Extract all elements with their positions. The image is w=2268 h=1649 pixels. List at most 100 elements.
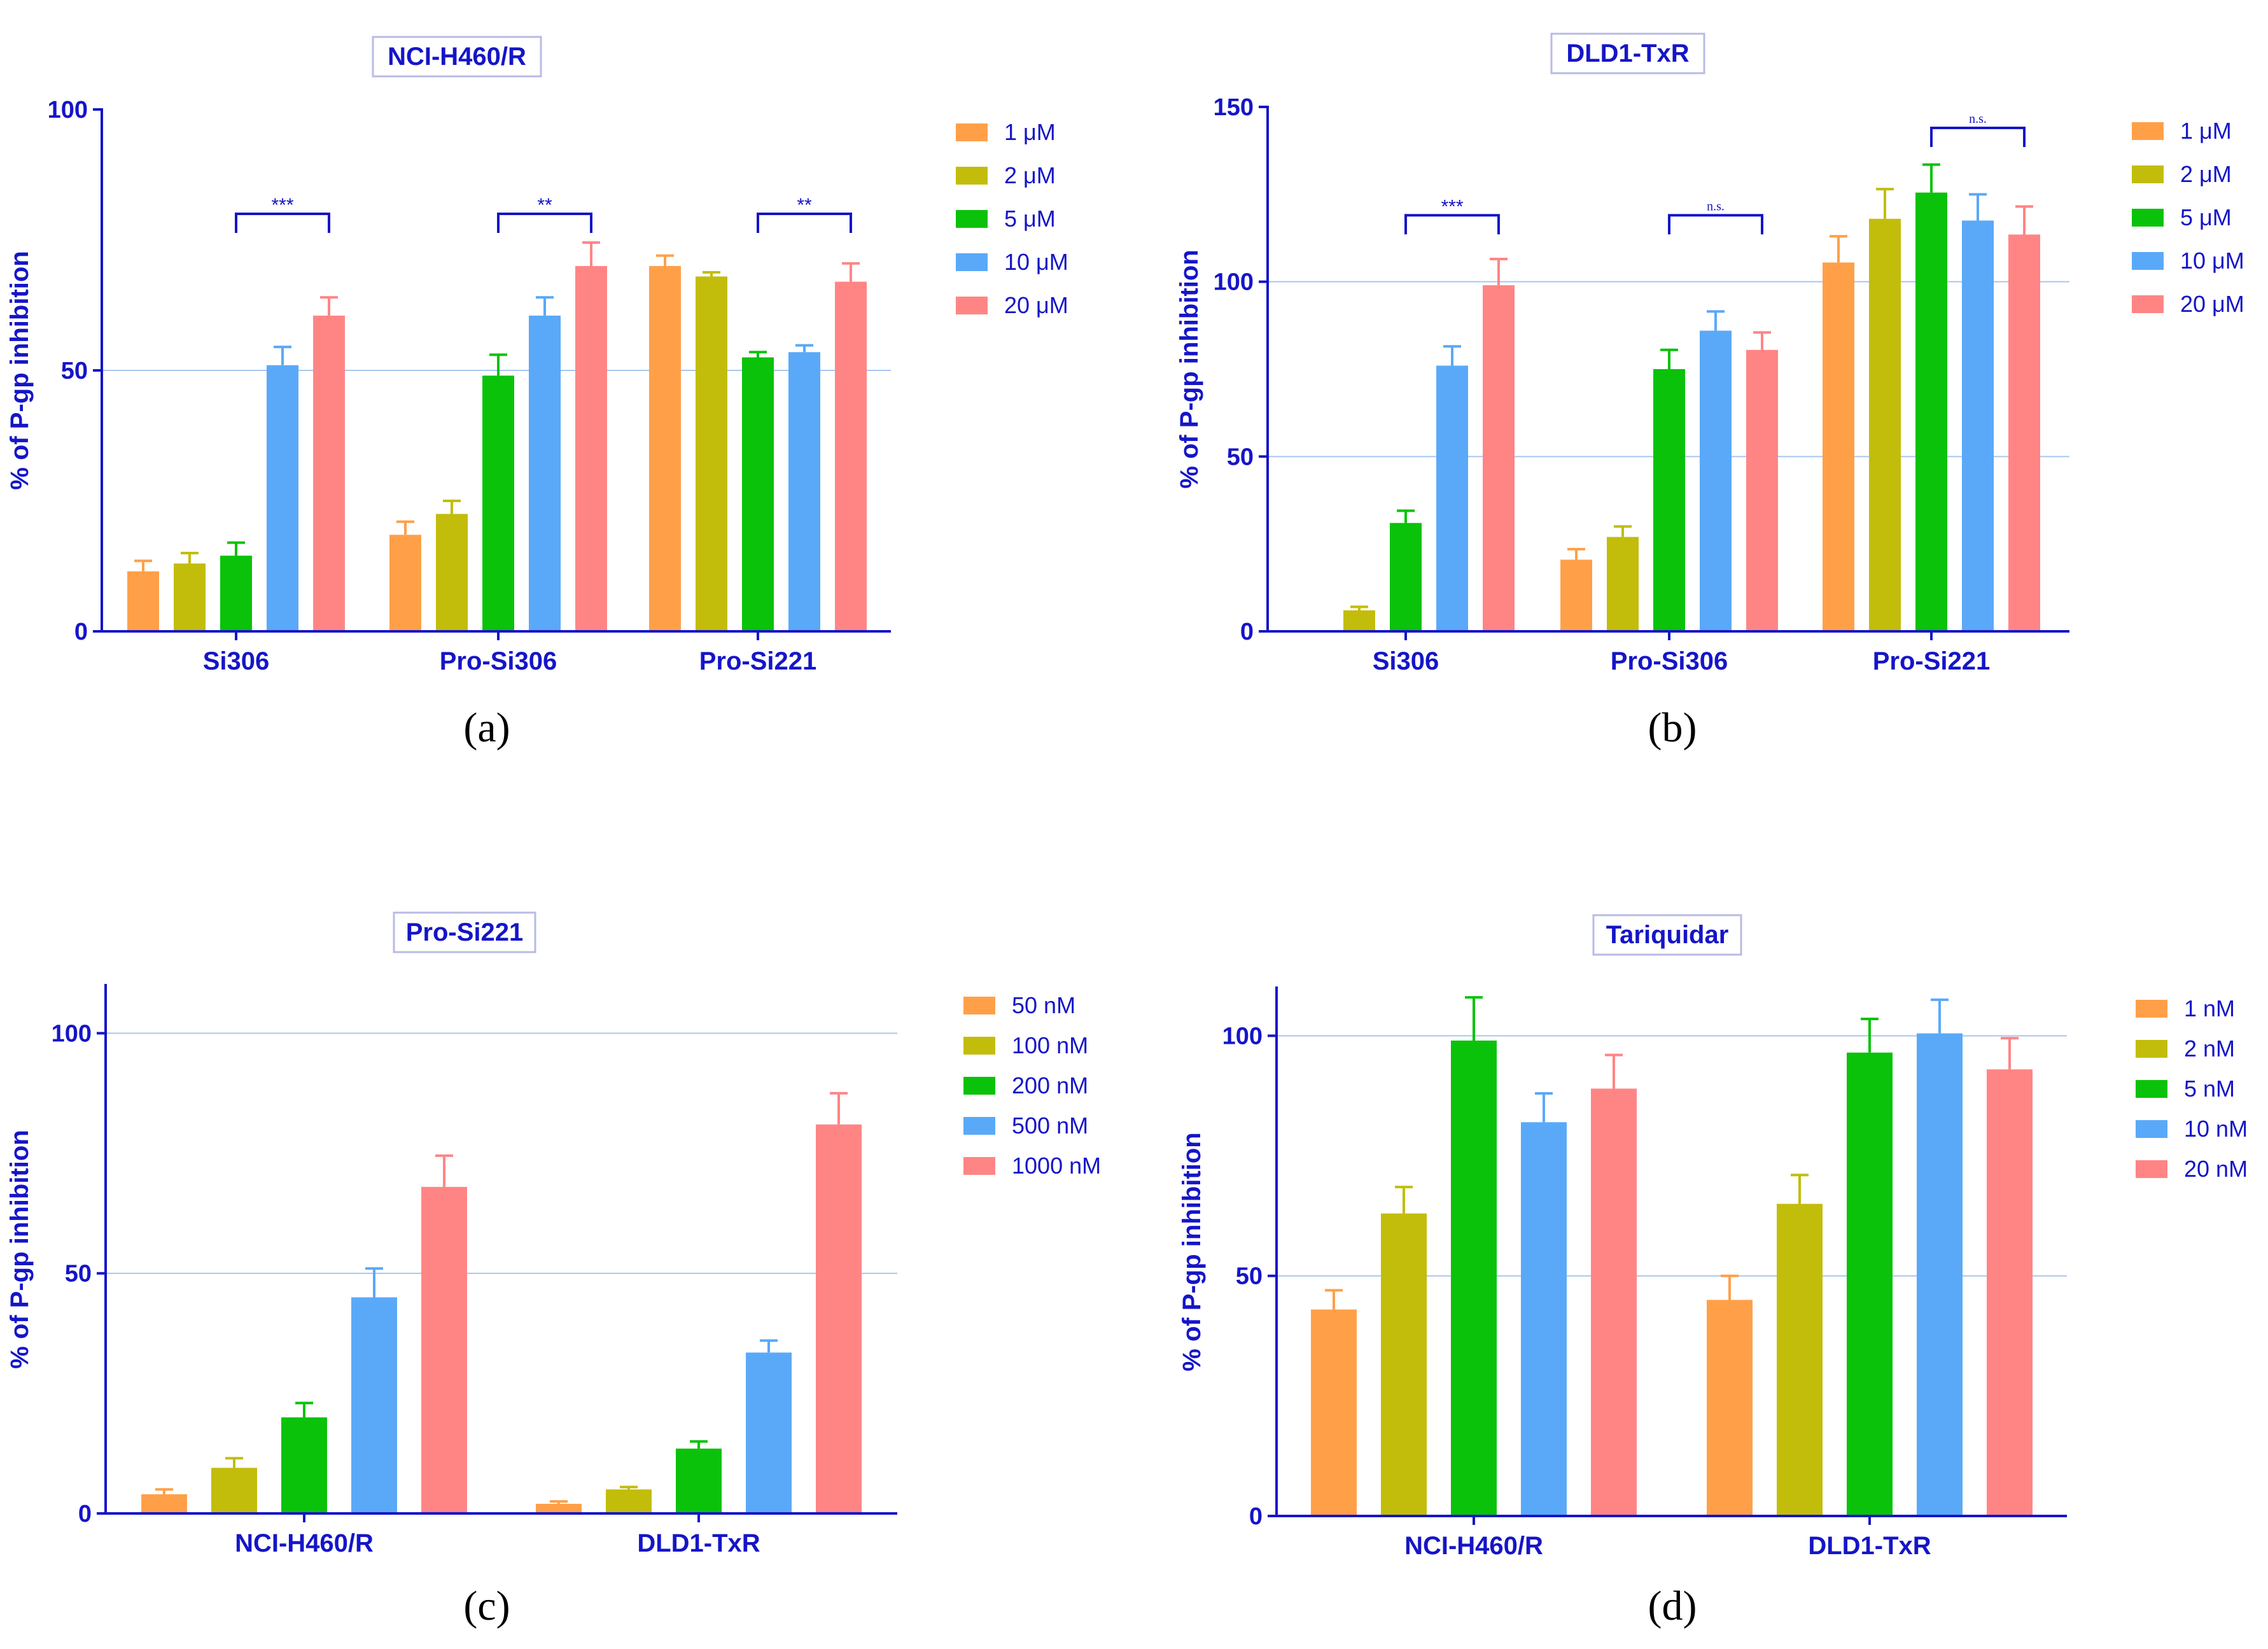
bar (1869, 218, 1901, 632)
category-label: Si306 (1373, 647, 1439, 675)
y-axis-label: % of P-gp inhibition (1178, 1132, 1206, 1371)
bar (746, 1352, 792, 1513)
bar (575, 266, 607, 631)
legend-swatch (956, 210, 988, 228)
bar (389, 535, 421, 631)
legend-swatch (2132, 122, 2164, 140)
legend-swatch (2136, 1040, 2167, 1058)
bar (1777, 1203, 1823, 1516)
legend-label: 100 nM (1012, 1032, 1088, 1058)
legend-label: 10 μM (1004, 249, 1068, 275)
bar (1560, 559, 1592, 631)
legend-label: 1 μM (2180, 118, 2232, 144)
y-tick-label: 150 (1214, 94, 1254, 121)
y-tick-label: 100 (48, 97, 88, 123)
legend-label: 20 μM (1004, 292, 1068, 318)
bar (1591, 1088, 1637, 1516)
bar (281, 1417, 327, 1513)
significance-bracket (1930, 126, 2026, 147)
category-label: Pro-Si221 (699, 647, 817, 675)
legend-swatch (963, 1157, 995, 1175)
y-axis-label: % of P-gp inhibition (6, 1130, 34, 1368)
legend-label: 5 nM (2184, 1076, 2235, 1102)
y-tick-label: 50 (61, 358, 88, 384)
legend-swatch (2136, 1080, 2167, 1098)
category-label: DLD1-TxR (637, 1529, 760, 1557)
bar (1746, 349, 1778, 631)
legend-swatch (963, 997, 995, 1014)
chart-panel-0: 0 50 100 Si306 Pro-Si306 Pro-Si221 % of P-gp i… (6, 36, 1068, 751)
y-tick-label: 100 (1214, 269, 1254, 296)
bar (141, 1494, 187, 1513)
bar (220, 556, 252, 631)
significance-bracket (1404, 214, 1500, 235)
legend-label: 10 nM (2184, 1116, 2248, 1142)
panel-label: (a) (463, 705, 510, 751)
bar (1483, 285, 1515, 631)
bar (2008, 234, 2040, 631)
significance-label: *** (1441, 196, 1463, 217)
panel-label: (d) (1648, 1583, 1697, 1629)
significance-bracket (497, 213, 592, 233)
legend-label: 500 nM (1012, 1112, 1088, 1139)
bar (1917, 1033, 1963, 1516)
legend-swatch (2132, 252, 2164, 270)
y-tick-label: 50 (1227, 444, 1254, 470)
legend-label: 20 nM (2184, 1156, 2248, 1182)
chart-panel-2: 0 50 100 NCI-H460/R DLD1-TxR % of P-gp inhibi… (6, 911, 1101, 1629)
legend-label: 2 μM (2180, 161, 2232, 187)
significance-bracket (1668, 214, 1763, 235)
panel-label: (c) (463, 1583, 510, 1629)
bar (1343, 610, 1375, 631)
y-axis-label: % of P-gp inhibition (6, 251, 34, 489)
chart-title: DLD1-TxR (1566, 39, 1689, 67)
significance-label: n.s. (1969, 112, 1987, 126)
bar (1707, 1300, 1753, 1516)
legend-swatch (2136, 1160, 2167, 1178)
title-box (393, 911, 536, 953)
bar (351, 1297, 397, 1513)
legend-label: 1000 nM (1012, 1153, 1101, 1179)
chart-title: NCI-H460/R (388, 43, 526, 71)
legend-label: 10 μM (2180, 248, 2244, 274)
y-tick-label: 100 (52, 1020, 92, 1047)
bar (1607, 537, 1639, 631)
legend-swatch (956, 167, 988, 185)
bar (1311, 1309, 1357, 1516)
bar (1653, 369, 1685, 631)
bar (606, 1489, 652, 1513)
significance-bracket (757, 213, 852, 233)
category-label: Pro-Si306 (1611, 647, 1728, 675)
legend-swatch (2136, 1000, 2167, 1018)
legend-label: 1 μM (1004, 119, 1056, 145)
legend-label: 20 μM (2180, 291, 2244, 317)
bar (742, 357, 774, 631)
bar (676, 1449, 722, 1513)
bar (1987, 1069, 2033, 1516)
bar (127, 571, 159, 631)
category-label: Si306 (203, 647, 270, 675)
bar (1521, 1122, 1567, 1516)
bar (529, 315, 561, 631)
category-label: Pro-Si306 (440, 647, 557, 675)
legend-label: 200 nM (1012, 1072, 1088, 1098)
chart-panel-3: 0 50 100 NCI-H460/R DLD1-TxR % of P-gp inhibi… (1178, 914, 2248, 1629)
bar (436, 514, 468, 631)
significance-label: ** (797, 195, 812, 216)
y-axis-label: % of P-gp inhibition (1175, 249, 1203, 488)
bar (421, 1186, 467, 1513)
bar (1915, 192, 1947, 631)
title-box (1550, 32, 1705, 74)
bar (1847, 1052, 1893, 1516)
category-label: NCI-H460/R (235, 1529, 374, 1557)
legend-swatch (2132, 295, 2164, 313)
legend-swatch (2132, 209, 2164, 227)
legend-swatch (963, 1117, 995, 1135)
category-label: NCI-H460/R (1404, 1532, 1543, 1560)
significance-label: ** (537, 195, 552, 216)
category-label: DLD1-TxR (1808, 1532, 1931, 1560)
panel-label: (b) (1648, 705, 1697, 751)
bar (211, 1468, 257, 1513)
y-tick-label: 50 (65, 1261, 92, 1288)
bar (835, 281, 867, 632)
